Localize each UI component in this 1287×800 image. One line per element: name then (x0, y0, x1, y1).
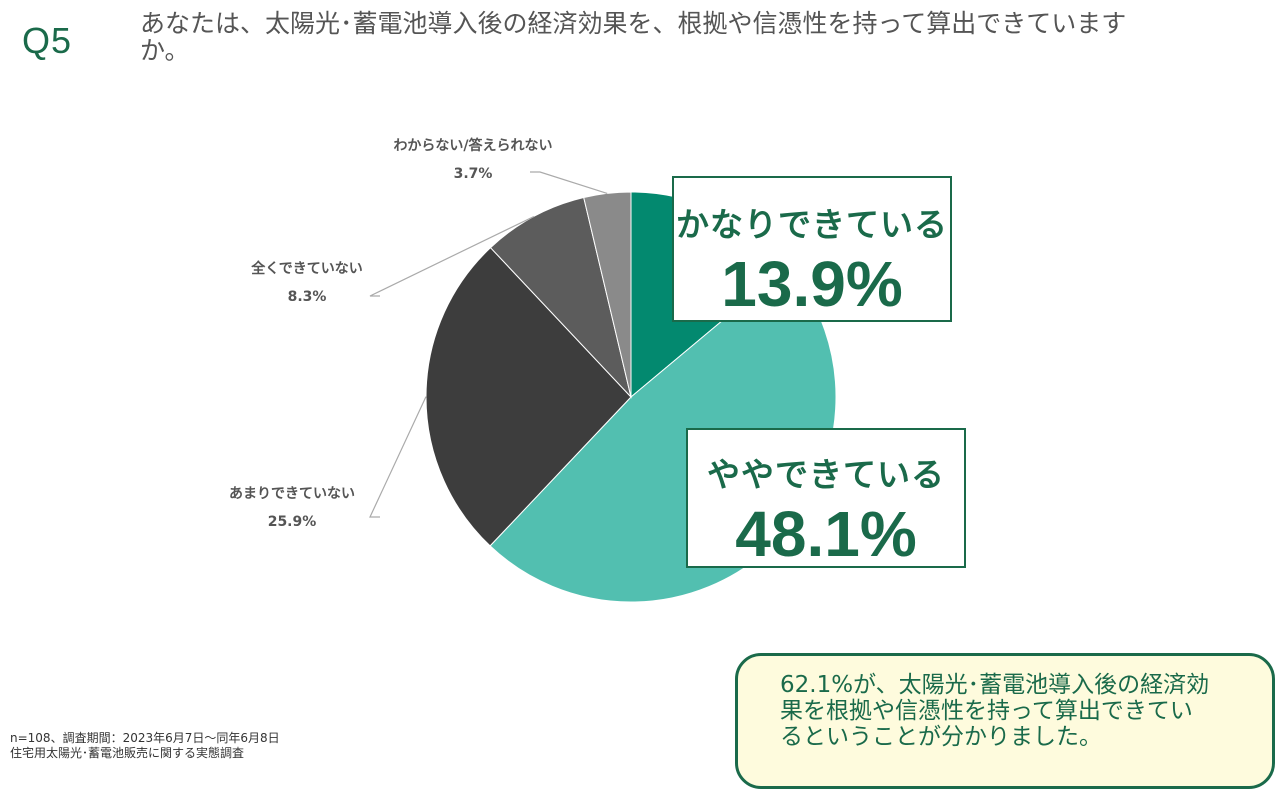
slice-label-dontknow: わからない/答えられない 3.7% (368, 132, 578, 188)
callout-quite-able-percent: 13.9% (721, 248, 903, 320)
slice-not-at-all (489, 196, 632, 399)
footnote-survey: 住宅用太陽光･蓄電池販売に関する実態調査 (10, 746, 245, 760)
summary-line-3: るということが分かりました。 (780, 724, 1102, 750)
slice-label-dontknow-percent: 3.7% (453, 166, 493, 182)
leader-line-dontknow (530, 171, 608, 194)
slice-label-dontknow-category: わからない/答えられない (393, 138, 553, 154)
callout-somewhat-able: ややできている 48.1% (686, 428, 966, 568)
slice-dont-know (583, 191, 632, 398)
question-text-line-1: あなたは、太陽光･蓄電池導入後の経済効果を、根拠や信憑性を持って算出できています (140, 9, 1127, 38)
slice-label-notatall-category: 全くできていない (251, 261, 363, 277)
callout-somewhat-able-percent: 48.1% (735, 498, 917, 570)
question-number: Q5 (22, 20, 73, 61)
summary-box: 62.1%が、太陽光･蓄電池導入後の経済効 果を根拠や信憑性を持って算出できてい… (735, 653, 1275, 789)
summary-line-1: 62.1%が、太陽光･蓄電池導入後の経済効 (780, 672, 1210, 698)
callout-quite-able-category: かなりできている (676, 205, 948, 244)
footnote-sample: n=108、調査期間：2023年6月7日～同年6月8日 (10, 731, 280, 745)
leader-line-notmuch (369, 396, 427, 518)
leader-line-notatall (369, 215, 535, 297)
callout-somewhat-able-category: ややできている (707, 455, 945, 494)
footnote: n=108、調査期間：2023年6月7日～同年6月8日 住宅用太陽光･蓄電池販売… (10, 731, 280, 761)
slice-label-notmuch: あまりできていない 25.9% (207, 480, 377, 536)
slice-label-notmuch-category: あまりできていない (229, 486, 355, 502)
question-text: あなたは、太陽光･蓄電池導入後の経済効果を、根拠や信憑性を持って算出できています… (140, 10, 1180, 64)
slice-label-notatall-percent: 8.3% (287, 289, 327, 305)
summary-line-2: 果を根拠や信憑性を持って算出できてい (780, 698, 1193, 724)
callout-quite-able: かなりできている 13.9% (672, 176, 952, 322)
question-text-line-2: か。 (140, 36, 190, 65)
slice-not-much (425, 246, 632, 547)
slice-label-notmuch-percent: 25.9% (267, 514, 317, 530)
slice-label-notatall: 全くできていない 8.3% (232, 255, 382, 311)
